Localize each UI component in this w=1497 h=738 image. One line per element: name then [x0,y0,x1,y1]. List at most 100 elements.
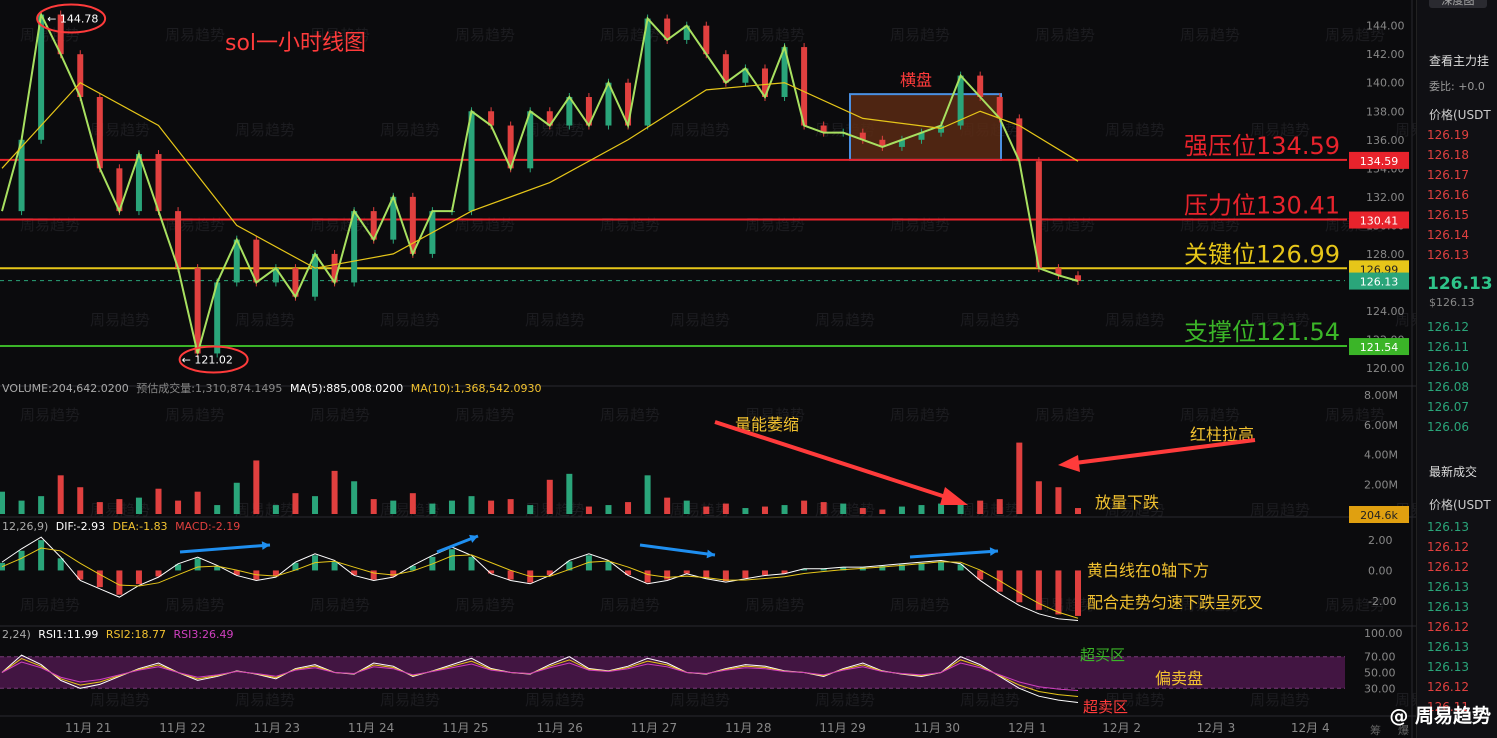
volume-bar [0,491,5,514]
bid-row[interactable]: 126.12 [1427,320,1469,334]
volume-bar [527,505,534,514]
volume-bar [272,505,279,514]
trade-row[interactable]: 126.12 [1427,560,1469,574]
high-marker-label: ← 144.78 [47,13,98,26]
order-book-title[interactable]: 查看主力挂 [1429,54,1490,68]
volume-legend: VOLUME:204,642.0200 预估成交量:1,310,874.1495… [2,380,542,396]
volume-tick-label: 4.00M [1364,449,1398,462]
volume-bar [840,503,847,514]
volume-bar [996,499,1003,514]
trade-row[interactable]: 126.13 [1427,660,1469,674]
latest-trades-title[interactable]: 最新成交 [1429,465,1478,479]
ask-row[interactable]: 126.17 [1427,168,1469,182]
background-watermark: 周易趋势 [1035,26,1095,44]
level-label: 压力位130.41 [1184,192,1340,220]
last-price-usd: $126.13 [1429,296,1475,309]
bid-row[interactable]: 126.07 [1427,400,1469,414]
bid-row[interactable]: 126.11 [1427,340,1469,354]
depth-tab[interactable]: 深度图 [1429,0,1487,8]
ma5-value: MA(5):885,008.0200 [289,382,404,395]
volume-bar [351,481,358,514]
level-tag-bg [1349,151,1409,169]
candle-body [116,168,123,212]
candle-body [38,14,45,140]
rsi-tick-label: 70.00 [1364,651,1396,664]
macd-bar [214,565,221,571]
candle-body [918,132,925,140]
candle-body [468,111,475,212]
ask-row[interactable]: 126.14 [1427,228,1469,242]
trade-row[interactable]: 126.12 [1427,680,1469,694]
volume-bar [683,500,690,514]
dea-line [1,547,1079,619]
ask-row[interactable]: 126.18 [1427,148,1469,162]
ask-row[interactable]: 126.15 [1427,208,1469,222]
ask-row[interactable]: 126.16 [1427,188,1469,202]
macd-bar [683,570,690,574]
trade-row[interactable]: 126.13 [1427,640,1469,654]
background-watermark: 周易趋势 [525,501,585,519]
low-marker-circle [178,345,249,374]
volume-bar [409,493,416,514]
volume-drop-label: 放量下跌 [1095,493,1159,512]
background-watermark: 周易趋势 [1180,596,1240,614]
rsi-legend: 2,24) RSI1:11.99 RSI2:18.77 RSI3:26.49 [2,628,234,641]
trade-row[interactable]: 126.13 [1427,600,1469,614]
x-tick-label: 11月 25 [442,721,488,735]
bid-row[interactable]: 126.06 [1427,420,1469,434]
trade-row[interactable]: 126.12 [1427,540,1469,554]
macd-bar [409,565,416,571]
macd-bar [507,570,514,580]
macd-tick-label: 0.00 [1368,564,1393,577]
x-tick-label: 11月 22 [159,721,205,735]
rsi-overbought-label: 超买区 [1080,646,1125,664]
trade-row[interactable]: 126.11 [1427,700,1469,714]
background-watermark: 周易趋势 [670,121,730,139]
ma-line [1,81,1079,269]
background-watermark: 周易趋势 [310,406,370,424]
macd-tick-label: -2.00 [1368,595,1396,608]
volume-bar [448,500,455,514]
volume-bar [370,499,377,514]
candle-body [214,282,221,354]
price-line [1,11,1079,354]
candle-body [155,154,162,212]
macd-bar [155,570,162,577]
bid-row[interactable]: 126.08 [1427,380,1469,394]
candle-body [527,111,534,169]
macd-bar [331,561,338,571]
volume-bar [781,505,788,514]
macd-bar [38,540,45,571]
volume-bar [253,460,260,514]
candle-body [605,82,612,126]
volume-bar [488,500,495,514]
background-watermark: 周易趋势 [235,501,295,519]
macd-bar [644,570,651,583]
macd-bar [977,570,984,580]
candle-body [292,268,299,297]
background-watermark: 周易趋势 [1325,596,1385,614]
candle-body [664,18,671,40]
volume-bar [664,497,671,514]
rsi-tick-label: 100.00 [1364,627,1403,640]
volume-shrink-arrow [714,420,956,502]
trade-row[interactable]: 126.12 [1427,620,1469,634]
x-tick-label: 11月 21 [65,721,111,735]
background-watermark: 周易趋势 [600,596,660,614]
ask-row[interactable]: 126.13 [1427,248,1469,262]
ask-row[interactable]: 126.19 [1427,128,1469,142]
background-watermark: 周易趋势 [380,691,440,709]
current-price-tag-bg [1349,272,1409,290]
trade-row[interactable]: 126.13 [1427,520,1469,534]
bid-row[interactable]: 126.10 [1427,360,1469,374]
background-watermark: 周易趋势 [960,691,1020,709]
volume-bar [77,487,84,514]
level-tag: 121.54 [1360,341,1399,354]
rsi2-value: RSI2:18.77 [105,628,166,641]
trade-row[interactable]: 126.13 [1427,580,1469,594]
macd-bar [390,570,397,577]
trades-price-header: 价格(USDT [1429,498,1491,512]
candle-body [898,139,905,147]
macd-bar [272,570,279,577]
candle-body [781,47,788,97]
